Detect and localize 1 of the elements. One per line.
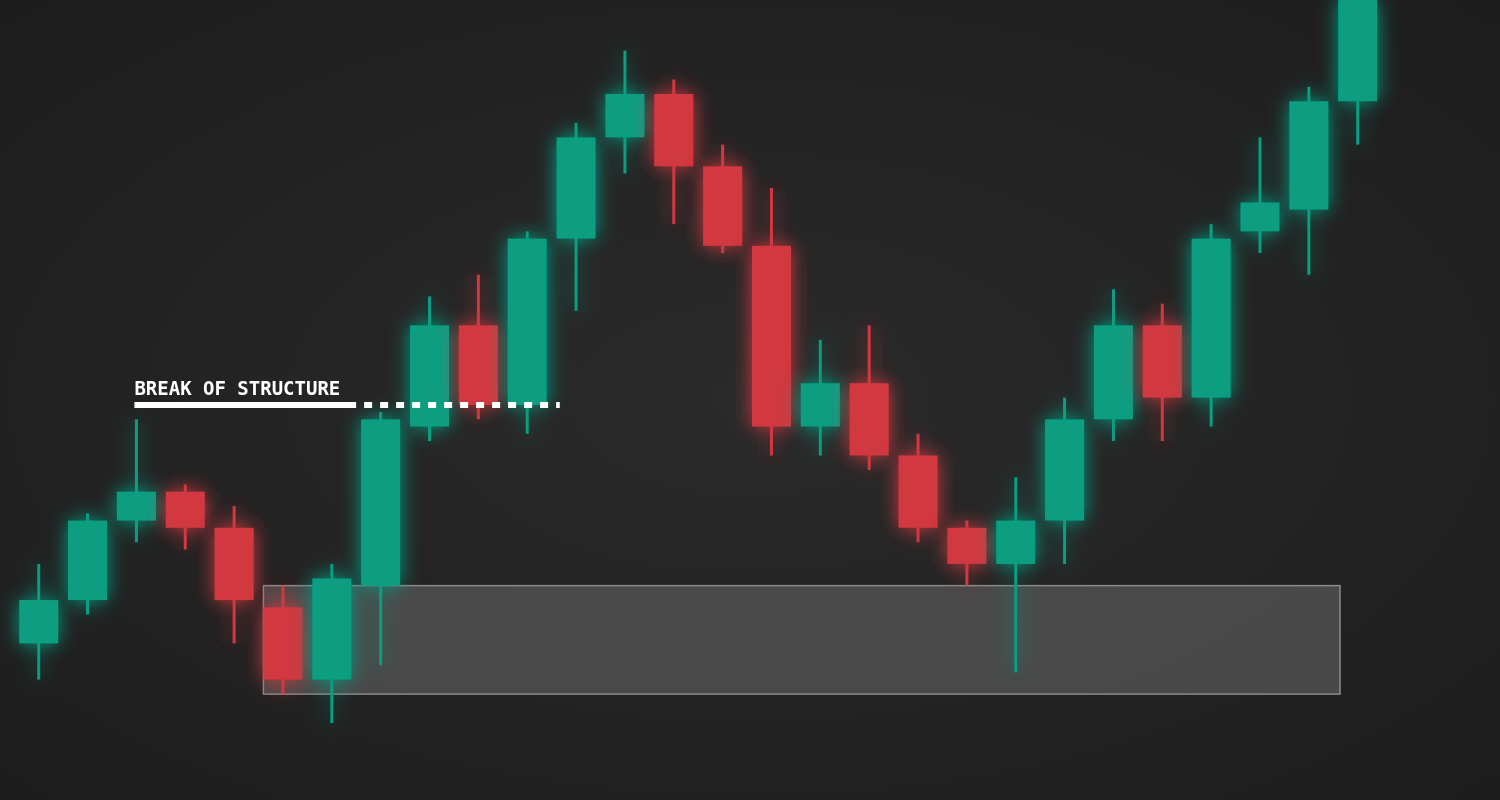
ref-line-label: BREAK OF STRUCTURE xyxy=(134,376,341,399)
